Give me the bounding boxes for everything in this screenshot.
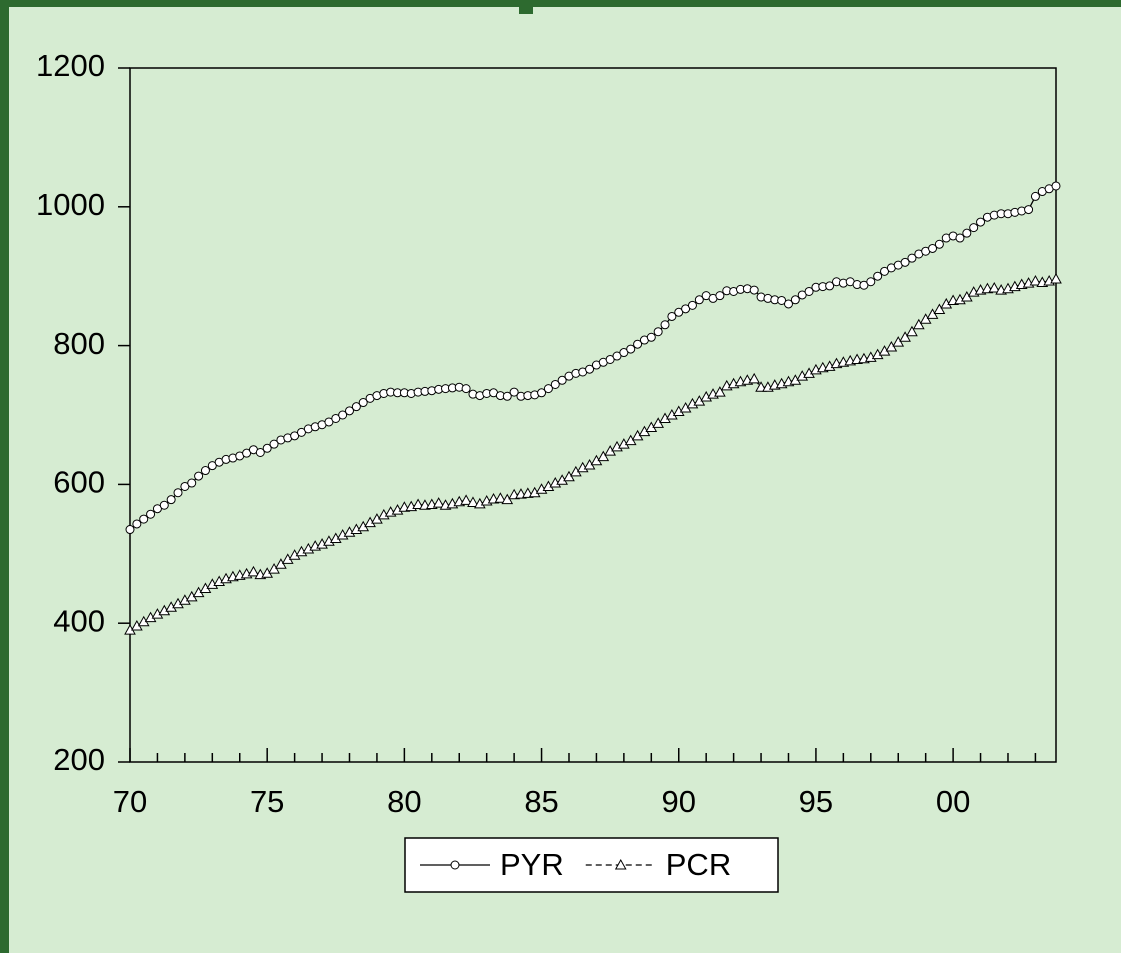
circle-marker <box>790 295 800 305</box>
y-tick-label: 600 <box>53 465 105 500</box>
circle-marker <box>633 339 643 349</box>
circle-marker <box>338 410 348 420</box>
circle-marker <box>866 277 876 287</box>
circle-marker <box>1051 181 1061 191</box>
triangle-marker <box>906 325 918 337</box>
triangle-marker <box>714 386 726 397</box>
circle-marker <box>461 384 471 394</box>
circle-marker <box>351 402 361 412</box>
x-tick-label: 70 <box>113 784 147 819</box>
circle-marker <box>907 253 917 263</box>
triangle-marker <box>467 496 479 507</box>
circle-marker <box>900 257 910 267</box>
triangle-marker <box>988 281 1001 293</box>
circle-marker <box>139 514 149 524</box>
circle-marker <box>159 500 169 510</box>
triangle-marker <box>1029 275 1042 286</box>
circle-marker <box>646 332 656 342</box>
circle-marker <box>550 379 560 389</box>
circle-marker <box>969 223 979 233</box>
circle-marker <box>269 439 279 449</box>
circle-marker <box>694 295 704 305</box>
legend-marker <box>614 858 627 870</box>
x-tick-label: 95 <box>799 784 833 819</box>
circle-marker <box>502 391 512 401</box>
circle-marker <box>344 406 354 416</box>
circle-marker <box>557 375 567 385</box>
triangle-marker <box>755 381 767 392</box>
triangle-marker <box>432 497 445 508</box>
circle-marker <box>509 387 519 397</box>
circle-marker <box>537 388 547 398</box>
triangle-marker <box>912 318 925 330</box>
circle-marker <box>873 271 883 281</box>
x-tick-label: 90 <box>661 784 695 819</box>
triangle-marker <box>597 450 610 462</box>
triangle-marker <box>460 494 472 505</box>
circle-marker <box>125 525 135 535</box>
circle-marker <box>928 243 938 253</box>
series-line <box>129 185 1057 531</box>
circle-marker <box>783 299 793 309</box>
x-tick-label: 80 <box>387 784 421 819</box>
circle-marker <box>962 228 972 238</box>
circle-marker <box>934 239 944 249</box>
circle-marker <box>166 495 176 505</box>
circle-marker <box>749 285 759 295</box>
triangle-marker <box>933 303 946 315</box>
series-markers <box>125 181 1061 535</box>
series-markers <box>124 272 1062 635</box>
circle-marker <box>187 478 197 488</box>
y-tick-label: 1000 <box>36 187 105 222</box>
triangle-marker <box>247 565 260 577</box>
frame-top <box>0 0 1121 7</box>
frame-left <box>0 0 9 953</box>
y-tick-label: 200 <box>53 742 105 777</box>
circle-marker <box>626 344 636 354</box>
x-tick-label: 85 <box>524 784 558 819</box>
y-tick-label: 1200 <box>36 48 105 83</box>
x-tick-label: 00 <box>936 784 970 819</box>
triangle-marker <box>748 372 761 384</box>
circle-marker <box>804 286 814 296</box>
circle-marker <box>976 217 986 227</box>
circle-marker <box>667 311 677 321</box>
circle-marker <box>132 519 142 529</box>
circle-marker <box>1024 205 1034 215</box>
triangle-marker <box>494 492 507 503</box>
circle-marker <box>262 443 272 453</box>
triangle-marker <box>899 331 911 342</box>
circle-marker <box>200 466 210 476</box>
circle-marker <box>194 471 204 481</box>
circle-marker <box>715 291 725 301</box>
legend-label: PYR <box>500 847 564 882</box>
legend-marker <box>450 860 460 870</box>
x-tick-label: 75 <box>250 784 284 819</box>
circle-marker <box>358 398 368 408</box>
y-tick-label: 400 <box>53 603 105 638</box>
circle-marker <box>955 233 965 243</box>
circle-marker <box>653 327 663 337</box>
legend-label: PCR <box>666 847 731 882</box>
circle-marker <box>825 281 835 291</box>
frame-tab <box>519 0 533 14</box>
circle-marker <box>687 300 697 310</box>
circle-marker <box>585 364 595 374</box>
triangle-marker <box>412 498 424 510</box>
y-tick-label: 800 <box>53 326 105 361</box>
circle-marker <box>255 447 265 457</box>
plot-area <box>129 67 1057 763</box>
circle-marker <box>660 320 670 330</box>
circle-marker <box>1030 191 1040 201</box>
circle-marker <box>543 384 553 394</box>
triangle-marker <box>1050 272 1062 284</box>
circle-marker <box>146 509 156 519</box>
circle-marker <box>173 488 183 498</box>
